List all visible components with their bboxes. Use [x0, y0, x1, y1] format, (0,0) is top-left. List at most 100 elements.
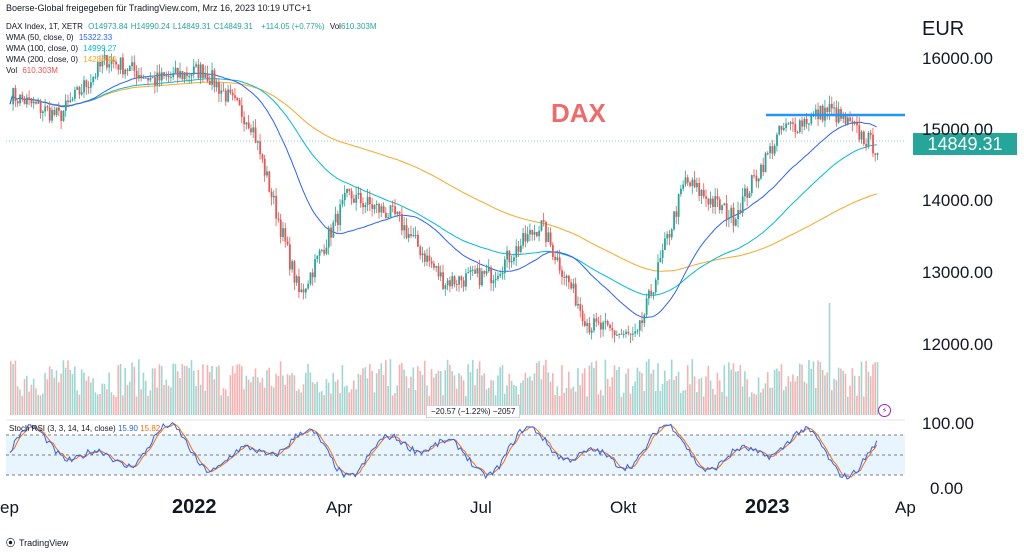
candle-body — [96, 62, 99, 77]
candle-body — [876, 153, 879, 155]
volume-bar — [513, 384, 515, 415]
volume-bar — [728, 362, 730, 415]
candle-body — [533, 231, 536, 235]
x-tick-label: Okt — [610, 498, 637, 517]
volume-bar — [369, 364, 371, 415]
candle-body — [549, 232, 552, 245]
volume-bar — [398, 364, 401, 415]
volume-bar — [453, 375, 456, 415]
y-tick-label: 12000.00 — [922, 335, 993, 354]
volume-bar — [558, 395, 561, 415]
rsi-legend[interactable]: Stoch RSI (3, 3, 14, 14, close) 15.90 15… — [9, 424, 160, 433]
volume-bar — [746, 379, 748, 415]
volume-bar — [291, 372, 293, 415]
volume-bar — [30, 384, 33, 415]
volume-bar — [462, 380, 465, 415]
candle-body — [291, 261, 294, 270]
candle-body — [357, 193, 360, 195]
volume-bar — [798, 363, 801, 415]
volume-bar — [588, 365, 591, 415]
candle-body — [293, 261, 296, 283]
volume-bar — [195, 386, 197, 415]
volume-bar — [455, 388, 458, 415]
volume-bar — [846, 396, 849, 415]
volume-bar — [503, 393, 506, 415]
legend-vol-row[interactable]: Vol 610.303M — [6, 66, 61, 76]
branding-label: TradingView — [19, 538, 69, 548]
volume-bar — [382, 374, 385, 415]
volume-bar — [87, 376, 90, 415]
candle-body — [869, 132, 872, 135]
volume-bar — [407, 387, 410, 415]
candle-body — [176, 67, 179, 78]
candle-body — [604, 321, 607, 323]
volume-bar — [156, 387, 158, 415]
volume-bar — [298, 389, 300, 415]
volume-bar — [234, 373, 236, 415]
volume-bar — [245, 375, 248, 415]
volume-bar — [270, 385, 273, 415]
candle-body — [318, 250, 321, 256]
candle-body — [325, 247, 328, 254]
candle-body — [44, 106, 47, 112]
candle-body — [405, 225, 408, 238]
volume-bar — [702, 396, 705, 415]
candle-body — [99, 62, 101, 67]
candle-body — [341, 200, 344, 205]
candle-body — [195, 64, 198, 67]
candle-body — [94, 76, 97, 78]
volume-bar — [750, 392, 753, 415]
volume-bar — [305, 372, 307, 415]
candle-body — [334, 213, 337, 223]
candle-body — [572, 283, 575, 289]
x-tick-label: 2022 — [172, 496, 217, 518]
volume-bar — [238, 364, 241, 415]
candle-body — [606, 321, 609, 325]
candle-body — [748, 193, 751, 198]
candle-body — [421, 253, 424, 256]
volume-bar — [55, 370, 58, 415]
candle-body — [865, 144, 868, 147]
candle-body — [58, 107, 60, 111]
volume-bar — [215, 366, 218, 415]
volume-bar — [686, 365, 689, 415]
candle-body — [650, 290, 653, 295]
candle-body — [634, 331, 637, 334]
x-tick-label: Jul — [470, 498, 492, 517]
candle-body — [192, 66, 195, 75]
candle-body — [327, 227, 330, 248]
candle-body — [414, 234, 417, 236]
x-tick-label: Ap — [895, 498, 916, 517]
volume-bar — [243, 389, 245, 415]
volume-bar — [53, 377, 56, 415]
volume-bar — [616, 370, 618, 415]
candle-body — [144, 77, 147, 79]
candle-body — [311, 272, 314, 278]
volume-bar — [204, 390, 206, 415]
volume-bar — [551, 373, 554, 415]
candle-body — [508, 250, 511, 263]
volume-bar — [814, 387, 817, 415]
volume-bar — [785, 386, 787, 415]
volume-bar — [675, 376, 678, 415]
candle-body — [551, 244, 554, 257]
candle-body — [71, 98, 74, 101]
candle-body — [53, 109, 56, 115]
legend-wma200-row[interactable]: WMA (200, close, 0) 14286.40 — [6, 55, 120, 65]
candle-body — [588, 323, 591, 333]
legend-wma50-row[interactable]: WMA (50, close, 0) 15322.33 — [6, 33, 115, 43]
candle-body — [208, 80, 211, 85]
lightning-icon[interactable]: ⚡ — [878, 404, 891, 417]
legend-wma100-row[interactable]: WMA (100, close, 0) 14999.27 — [6, 44, 120, 54]
volume-bar — [572, 386, 575, 415]
y-tick-label: 14000.00 — [922, 191, 993, 210]
volume-bar — [307, 363, 309, 415]
candle-body — [828, 103, 831, 112]
candle-body — [579, 304, 582, 311]
candle-body — [442, 272, 445, 289]
candle-body — [234, 95, 236, 98]
volume-bar — [712, 388, 714, 415]
candle-body — [350, 191, 353, 199]
branding[interactable]: ⦿ TradingView — [6, 536, 69, 549]
